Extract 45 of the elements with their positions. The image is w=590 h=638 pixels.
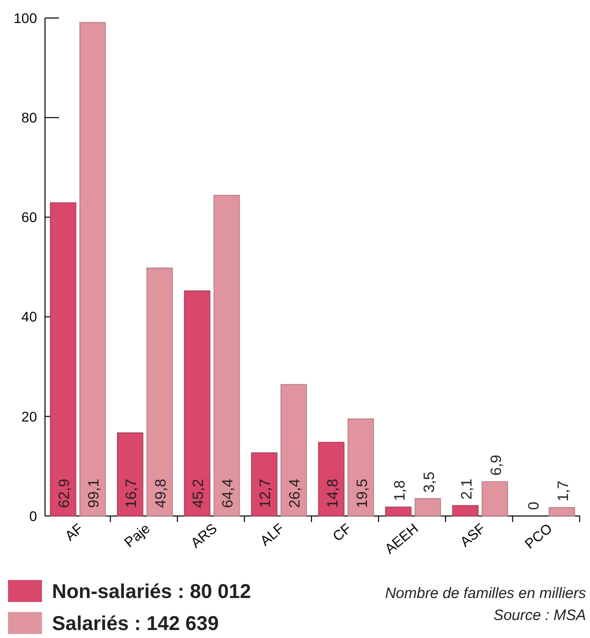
data-label: 12,7 — [257, 478, 274, 508]
y-tick-label: 20 — [21, 408, 38, 424]
x-tick-label: CF — [329, 520, 354, 544]
legend-label: Salariés : 142 639 — [52, 613, 219, 635]
data-label: 1,8 — [391, 480, 408, 502]
bar — [318, 442, 344, 516]
x-tick-label: Paje — [121, 520, 153, 550]
data-label: 6,9 — [488, 454, 505, 476]
data-label: 14,8 — [324, 478, 342, 508]
y-tick-label: 80 — [21, 110, 38, 126]
data-label: 45,2 — [190, 478, 208, 508]
bar — [482, 481, 508, 516]
bar — [214, 194, 240, 516]
text: Nombre de familles en milliers — [385, 585, 586, 602]
data-label: 16,7 — [123, 478, 140, 508]
bar — [414, 498, 441, 516]
y-tick-label: 0 — [29, 508, 38, 524]
bar — [116, 432, 144, 516]
bar — [385, 506, 412, 516]
data-label: 0 — [525, 502, 542, 510]
bar — [146, 268, 173, 516]
x-tick-label: ALF — [256, 520, 287, 549]
bar — [184, 290, 210, 516]
bar — [348, 418, 374, 516]
data-label: 64,4 — [220, 478, 237, 508]
bar — [280, 384, 307, 516]
bar — [548, 507, 576, 516]
data-label: 2,1 — [458, 478, 476, 500]
x-tick-label: AF — [62, 520, 86, 544]
data-label: 99,1 — [86, 478, 103, 508]
y-tick-label: 40 — [21, 308, 38, 325]
data-label: 49,8 — [152, 478, 170, 508]
data-label: 19,5 — [354, 478, 371, 508]
y-tick-label: 100 — [14, 10, 38, 26]
bar — [79, 22, 106, 516]
bar — [452, 505, 479, 516]
legend-label: Non-salariés : 80 012 — [52, 581, 251, 603]
data-label: 3,5 — [420, 472, 438, 493]
bar — [50, 202, 76, 516]
data-label: 62,9 — [56, 478, 74, 508]
data-label: 1,7 — [554, 480, 572, 502]
y-tick-label: 60 — [21, 209, 38, 226]
bar — [251, 452, 278, 516]
data-label: 26,4 — [286, 478, 304, 508]
source-note: Source : MSA — [493, 607, 586, 624]
